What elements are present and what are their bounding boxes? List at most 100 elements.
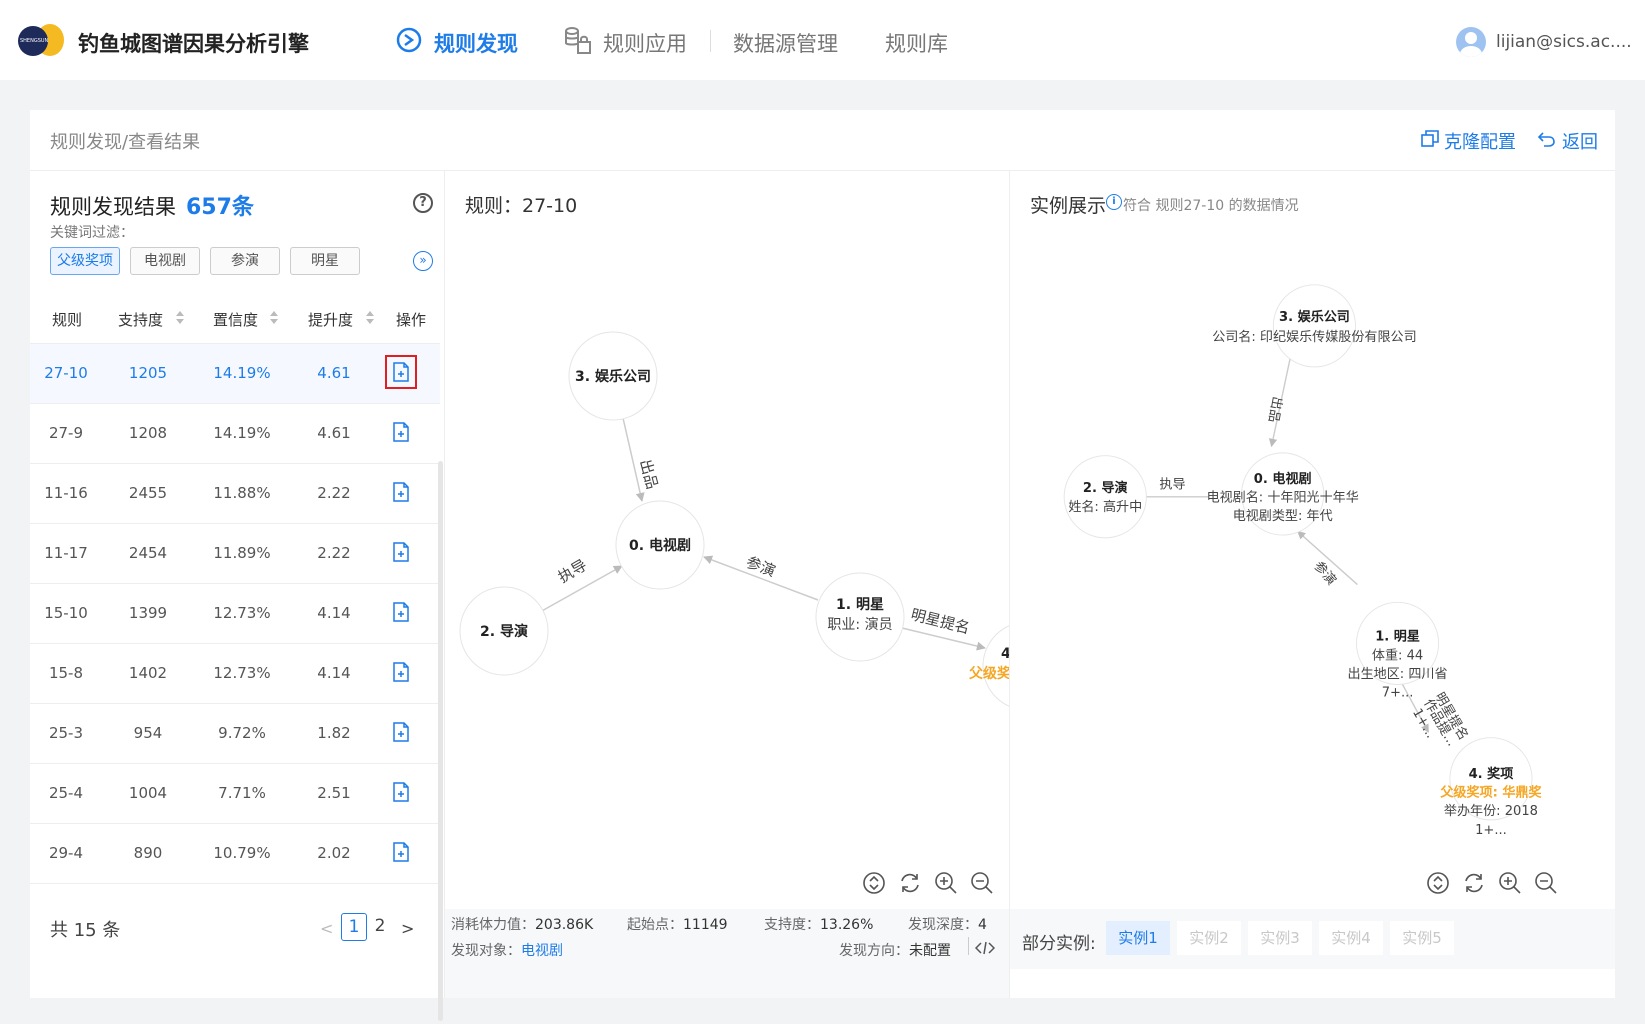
instance-node-award bbox=[1449, 737, 1533, 821]
instance-refresh-icon[interactable] bbox=[1462, 871, 1486, 895]
cell-rule: 25-4 bbox=[48, 784, 84, 802]
zoom-out-icon[interactable] bbox=[970, 871, 994, 895]
filter-tag-tv-series[interactable]: 电视剧 bbox=[130, 247, 200, 275]
nav-rule-discovery[interactable]: 规则发现 bbox=[434, 32, 518, 56]
cell-rule: 27-10 bbox=[44, 364, 88, 382]
clone-config-button[interactable]: 克隆配置 bbox=[1444, 132, 1516, 153]
stat-cost: 消耗体力值：203.86K bbox=[451, 917, 594, 933]
cell-rule: 29-4 bbox=[48, 844, 84, 862]
cell-lift: 2.02 bbox=[317, 844, 351, 862]
page-2-button[interactable]: 2 bbox=[374, 916, 386, 936]
back-button[interactable]: 返回 bbox=[1562, 132, 1598, 153]
column-header-rule: 规则 bbox=[52, 311, 83, 329]
edge-line-produce bbox=[622, 417, 645, 502]
node-award bbox=[982, 625, 1009, 707]
instance-edge-label-act: 参演 bbox=[1310, 558, 1339, 588]
table-row[interactable]: 11-16 2455 11.88% 2.22 bbox=[30, 464, 440, 524]
example-5-button[interactable]: 实例5 bbox=[1390, 921, 1454, 955]
next-page-icon[interactable]: > bbox=[401, 919, 415, 938]
instance-zoom-out-icon[interactable] bbox=[1534, 871, 1558, 895]
table-row[interactable]: 11-17 2454 11.89% 2.22 bbox=[30, 524, 440, 584]
view-rule-document-icon[interactable] bbox=[392, 842, 410, 862]
sort-lift-icon[interactable] bbox=[366, 311, 374, 325]
cell-support: 1205 bbox=[128, 364, 168, 382]
table-row[interactable]: 25-4 1004 7.71% 2.51 bbox=[30, 764, 440, 824]
instance-fit-view-icon[interactable] bbox=[1426, 871, 1450, 895]
instance-node-attr-weight: 体重: 44 bbox=[1372, 647, 1423, 663]
view-rule-document-icon[interactable] bbox=[392, 482, 410, 502]
view-rule-document-icon[interactable] bbox=[392, 542, 410, 562]
total-count: 共 15 条 bbox=[50, 920, 121, 941]
stat-object: 发现对象：电视剧 bbox=[451, 943, 563, 959]
stat-depth: 发现深度：4 bbox=[908, 917, 987, 933]
instance-graph[interactable]: 出品 执导 参演 明星提名 作品提... 1+... 3. 娱乐公司 公司名: … bbox=[1010, 171, 1575, 901]
rule-graph[interactable]: 出品 执导 参演 明星提名 3. 娱乐公司 0. 电视剧 2. 导演 1. 明星… bbox=[445, 171, 1010, 901]
table-row[interactable]: 25-3 954 9.72% 1.82 bbox=[30, 704, 440, 764]
instance-node-label-tv-series: 0. 电视剧 bbox=[1254, 471, 1312, 487]
rule-graph-title: 规则：27-10 bbox=[465, 195, 578, 217]
keyword-filter-label: 关键词过滤： bbox=[50, 225, 134, 241]
node-label-company: 3. 娱乐公司 bbox=[575, 368, 651, 385]
example-1-button[interactable]: 实例1 bbox=[1106, 921, 1170, 955]
node-label-director: 2. 导演 bbox=[480, 623, 528, 640]
page-1-button[interactable]: 1 bbox=[341, 913, 367, 941]
results-count: 657条 bbox=[186, 195, 254, 220]
rule-stats-bar: 消耗体力值：203.86K 起始点：11149 支持度：13.26% 发现深度：… bbox=[445, 909, 1009, 998]
node-tv-series bbox=[615, 500, 705, 590]
cell-confidence: 11.89% bbox=[213, 544, 271, 562]
avatar[interactable] bbox=[1456, 27, 1486, 57]
help-icon[interactable]: ? bbox=[413, 193, 433, 213]
cell-support: 1004 bbox=[128, 784, 168, 802]
cell-rule: 15-10 bbox=[44, 604, 88, 622]
fit-view-icon[interactable] bbox=[862, 871, 886, 895]
refresh-icon[interactable] bbox=[898, 871, 922, 895]
view-rule-document-icon[interactable] bbox=[392, 722, 410, 742]
table-scrollbar[interactable] bbox=[438, 461, 443, 1021]
clone-icon bbox=[1421, 130, 1439, 147]
results-title: 规则发现结果 bbox=[50, 195, 176, 219]
example-2-button[interactable]: 实例2 bbox=[1177, 921, 1241, 955]
zoom-in-icon[interactable] bbox=[934, 871, 958, 895]
example-4-button[interactable]: 实例4 bbox=[1319, 921, 1383, 955]
rule-discovery-icon bbox=[396, 27, 422, 53]
cell-confidence: 10.79% bbox=[213, 844, 271, 862]
instance-node-attr-award-more: 1+... bbox=[1475, 823, 1507, 838]
rule-graph-edges bbox=[539, 417, 986, 651]
table-row[interactable]: 27-9 1208 14.19% 4.61 bbox=[30, 404, 440, 464]
instance-node-attr-director: 姓名: 高升中 bbox=[1068, 499, 1142, 515]
user-name[interactable]: lijian@sics.ac.... bbox=[1496, 32, 1632, 52]
sort-confidence-icon[interactable] bbox=[270, 311, 278, 325]
filter-tag-star[interactable]: 明星 bbox=[290, 247, 360, 275]
table-row[interactable]: 27-10 1205 14.19% 4.61 bbox=[30, 344, 440, 404]
instance-node-attr-year: 举办年份: 2018 bbox=[1444, 804, 1538, 819]
prev-page-icon[interactable]: < bbox=[320, 919, 334, 938]
table-row[interactable]: 29-4 890 10.79% 2.02 bbox=[30, 824, 440, 884]
filter-tag-parent-award[interactable]: 父级奖项 bbox=[50, 247, 120, 275]
breadcrumb: 规则发现/查看结果 bbox=[50, 132, 201, 153]
column-header-confidence[interactable]: 置信度 bbox=[213, 311, 259, 329]
column-header-lift[interactable]: 提升度 bbox=[308, 311, 354, 329]
sort-support-icon[interactable] bbox=[176, 311, 184, 325]
column-header-support[interactable]: 支持度 bbox=[118, 311, 164, 329]
example-3-button[interactable]: 实例3 bbox=[1248, 921, 1312, 955]
filter-tag-acting[interactable]: 参演 bbox=[210, 247, 280, 275]
stat-start: 起始点：11149 bbox=[627, 917, 728, 933]
table-row[interactable]: 15-8 1402 12.73% 4.14 bbox=[30, 644, 440, 704]
discovery-object-link[interactable]: 电视剧 bbox=[521, 943, 563, 959]
nav-rule-library[interactable]: 规则库 bbox=[885, 32, 948, 56]
view-rule-document-icon[interactable] bbox=[392, 782, 410, 802]
view-rule-document-icon[interactable] bbox=[392, 662, 410, 682]
table-row[interactable]: 15-10 1399 12.73% 4.14 bbox=[30, 584, 440, 644]
cell-lift: 2.51 bbox=[317, 784, 351, 802]
view-rule-document-icon[interactable] bbox=[392, 602, 410, 622]
expand-tags-icon[interactable]: » bbox=[413, 251, 433, 271]
examples-bar: 部分实例: 实例1 实例2 实例3 实例4 实例5 bbox=[1010, 909, 1615, 969]
instance-zoom-in-icon[interactable] bbox=[1498, 871, 1522, 895]
nav-rule-application[interactable]: 规则应用 bbox=[603, 32, 687, 56]
view-rule-document-icon[interactable] bbox=[392, 422, 410, 442]
main-card: 规则发现/查看结果 克隆配置 返回 规则发现结果 657条 ? 关键词过滤： 父… bbox=[30, 110, 1615, 1021]
code-view-icon[interactable] bbox=[975, 940, 995, 956]
view-rule-document-icon[interactable] bbox=[385, 355, 417, 389]
cell-support: 1208 bbox=[128, 424, 168, 442]
nav-datasource-management[interactable]: 数据源管理 bbox=[733, 32, 838, 56]
